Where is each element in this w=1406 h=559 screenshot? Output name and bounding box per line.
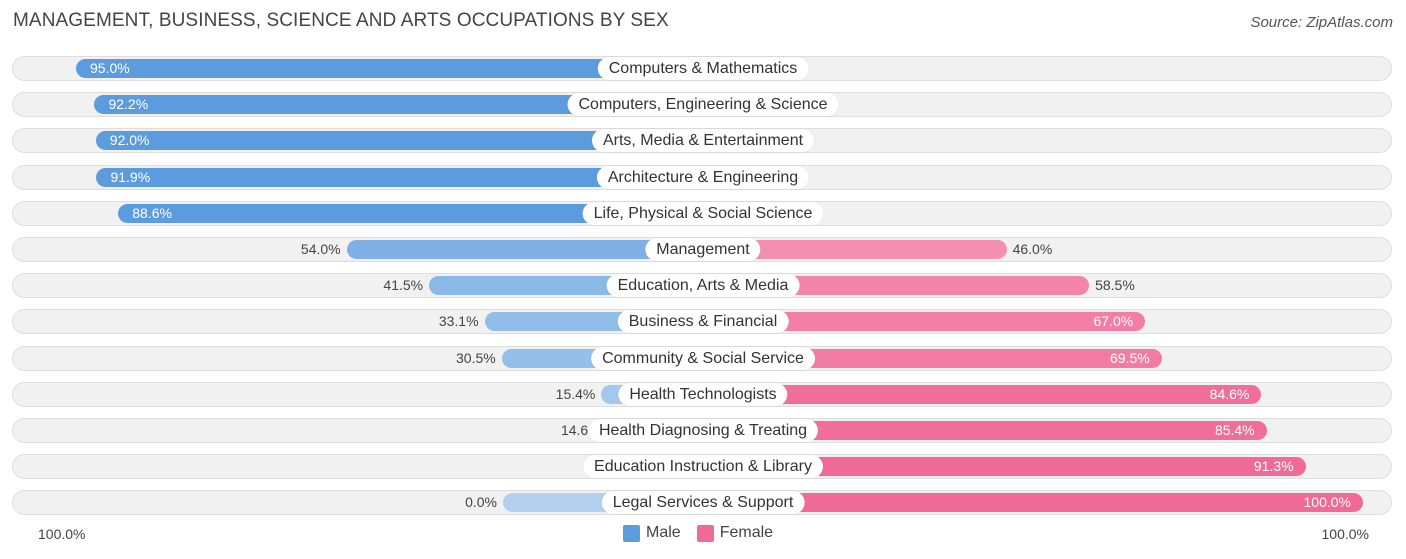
value-label-female: 67.0%	[1093, 313, 1134, 329]
bar-female	[703, 276, 1090, 295]
bar-female	[703, 240, 1007, 259]
category-label: Education, Arts & Media	[606, 274, 800, 297]
value-label-female: 58.5%	[1095, 277, 1135, 293]
bar-female	[703, 457, 1306, 476]
category-label: Life, Physical & Social Science	[582, 202, 824, 225]
value-label-female: 84.6%	[1209, 386, 1250, 402]
category-label: Health Technologists	[618, 383, 788, 406]
bar-male	[76, 59, 703, 78]
bar-male	[118, 204, 703, 223]
category-label: Education Instruction & Library	[583, 455, 823, 478]
axis-right-label: 100.0%	[1321, 526, 1369, 542]
legend: Male Female	[623, 524, 789, 542]
value-label-male: 30.5%	[456, 350, 496, 366]
category-label: Legal Services & Support	[601, 491, 805, 514]
bar-male	[96, 168, 703, 187]
category-label: Health Diagnosing & Treating	[587, 419, 819, 442]
value-label-male: 33.1%	[438, 313, 479, 329]
bar-female	[703, 312, 1146, 331]
category-label: Architecture & Engineering	[596, 166, 810, 189]
value-label-female: 91.3%	[1253, 458, 1294, 474]
bar-male	[95, 131, 703, 150]
bar-female	[703, 385, 1262, 404]
value-label-female: 69.5%	[1110, 350, 1150, 366]
axis-left-label: 100.0%	[38, 526, 86, 542]
category-label: Management	[645, 238, 761, 261]
bar-female	[703, 493, 1363, 512]
bar-female	[703, 349, 1162, 368]
value-label-male: 95.0%	[90, 60, 130, 76]
value-label-male: 91.9%	[110, 169, 151, 185]
source-note: Source: ZipAtlas.com	[1250, 14, 1393, 31]
value-label-male: 88.6%	[132, 205, 172, 221]
value-label-male: 92.0%	[109, 132, 150, 148]
category-label: Computers, Engineering & Science	[567, 93, 839, 116]
category-label: Community & Social Service	[591, 347, 815, 370]
legend-item-male: Male	[623, 524, 681, 542]
legend-label-female: Female	[719, 524, 774, 541]
bar-male	[346, 240, 703, 259]
category-label: Arts, Media & Entertainment	[591, 129, 815, 152]
category-label: Computers & Mathematics	[597, 57, 809, 80]
value-label-male: 0.0%	[465, 494, 497, 510]
bar-female	[703, 421, 1267, 440]
value-label-female: 85.4%	[1214, 422, 1255, 438]
value-label-male: 15.4%	[555, 386, 596, 402]
value-label-male: 41.5%	[383, 277, 424, 293]
bar-male	[94, 95, 703, 114]
legend-label-male: Male	[646, 524, 681, 541]
legend-swatch-male	[623, 524, 640, 542]
value-label-male: 92.2%	[108, 96, 149, 112]
value-label-female: 100.0%	[1303, 494, 1351, 510]
chart-title: MANAGEMENT, BUSINESS, SCIENCE AND ARTS O…	[13, 10, 669, 31]
legend-swatch-female	[696, 524, 714, 542]
value-label-male: 54.0%	[300, 241, 341, 257]
category-label: Business & Financial	[617, 310, 789, 333]
legend-item-female: Female	[696, 524, 774, 542]
value-label-female: 46.0%	[1012, 241, 1053, 257]
